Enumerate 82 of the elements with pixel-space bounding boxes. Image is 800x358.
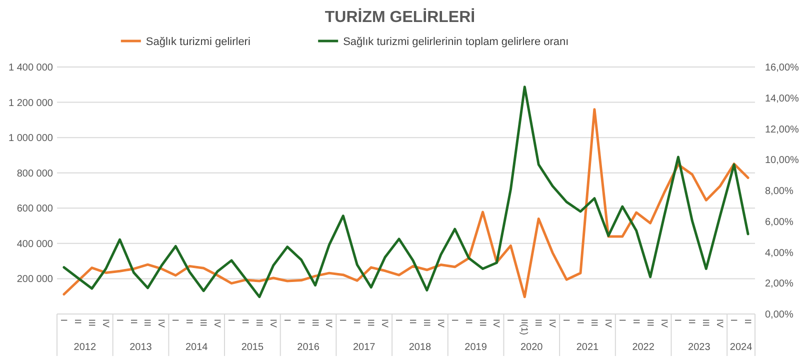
x-tick-label: I xyxy=(729,319,740,322)
text: 2012 xyxy=(74,342,96,353)
x-tick-label: IV xyxy=(548,319,558,328)
y2-tick-label: 0,00% xyxy=(765,310,794,320)
x-tick-label: II xyxy=(240,319,250,324)
y2-tick-label: 2,00% xyxy=(765,278,794,290)
y2-tick-label: 14,00% xyxy=(765,93,800,104)
y2-tick-label: 6,00% xyxy=(765,216,794,228)
x-tick-label: IV xyxy=(659,319,670,328)
x-tick-label: I xyxy=(450,319,460,322)
x-tick-label: III xyxy=(254,319,264,327)
x-tick-label: IV xyxy=(436,319,446,328)
x-tick-label: I xyxy=(673,319,684,322)
x-tick-label: II xyxy=(743,319,754,324)
y2-tick-label: 10,00% xyxy=(765,155,800,166)
x-tick-label: II xyxy=(352,319,362,324)
x-tick-label: I xyxy=(394,319,404,322)
y-tick-label: 400 000 xyxy=(16,238,54,250)
x-tick-label: III xyxy=(86,319,97,327)
x-tick-label: II xyxy=(296,319,306,324)
x-tick-label: IV xyxy=(156,319,167,328)
x-tick-label: II(1) xyxy=(520,319,530,336)
y2-tick-label: 12,00% xyxy=(765,124,800,136)
text: 2017 xyxy=(352,342,376,353)
x-tick-label: IV xyxy=(100,319,111,328)
y2-tick-label: 16,00% xyxy=(765,62,800,74)
x-tick-label: I xyxy=(562,319,572,322)
x-tick-label: III xyxy=(701,319,712,327)
x-tick-label: III xyxy=(645,319,656,327)
x-tick-label: III xyxy=(534,319,544,327)
x-tick-label: III xyxy=(589,319,600,327)
text: 2014 xyxy=(185,342,208,353)
y-tick-label: 600 000 xyxy=(16,204,54,215)
x-tick-label: III xyxy=(422,319,432,327)
x-tick-label: I xyxy=(617,319,628,322)
x-tick-label: II xyxy=(72,319,83,324)
y-tick-label: 200 000 xyxy=(16,274,54,286)
text: 2024 xyxy=(730,342,753,353)
text: 2020 xyxy=(520,342,544,353)
chart-title: TURİZM GELİRLERİ xyxy=(324,8,476,26)
x-tick-label: III xyxy=(366,319,376,327)
x-tick-label: II xyxy=(631,319,642,324)
x-tick-label: I xyxy=(338,319,348,322)
x-tick-label: II xyxy=(687,319,698,324)
text: 2018 xyxy=(408,342,432,353)
x-tick-label: I xyxy=(170,319,181,322)
x-tick-label: II xyxy=(464,319,474,324)
x-tick-label: IV xyxy=(268,319,278,328)
x-tick-label: IV xyxy=(324,319,334,328)
text: 2022 xyxy=(632,342,655,353)
text: 2023 xyxy=(688,342,711,353)
x-tick-label: I xyxy=(282,319,292,322)
y-tick-label: 1 000 000 xyxy=(8,133,54,144)
x-tick-label: I xyxy=(226,319,236,322)
y-tick-label: 1 400 000 xyxy=(8,62,54,74)
x-tick-label: I xyxy=(506,319,516,322)
legend-label: Sağlık turizmi gelirleri xyxy=(146,36,250,48)
x-tick-label: III xyxy=(310,319,320,327)
x-tick-label: II xyxy=(128,319,139,324)
text: 2016 xyxy=(297,342,320,353)
text: 2019 xyxy=(464,342,488,353)
y2-tick-label: 4,00% xyxy=(765,248,794,259)
x-tick-label: II xyxy=(184,319,195,324)
x-tick-label: III xyxy=(478,319,488,327)
x-tick-label: II xyxy=(408,319,418,324)
x-tick-label: I xyxy=(114,319,125,322)
text: 2013 xyxy=(130,342,152,353)
x-tick-label: III xyxy=(142,319,153,327)
x-tick-label: IV xyxy=(380,319,390,328)
y2-tick-label: 8,00% xyxy=(765,186,794,197)
x-tick-label: IV xyxy=(715,319,726,328)
x-tick-label: II xyxy=(576,319,586,324)
x-tick-label: III xyxy=(198,319,209,327)
x-tick-label: IV xyxy=(603,319,614,328)
x-tick-label: IV xyxy=(212,319,223,328)
y-tick-label: 1 200 000 xyxy=(8,98,54,109)
text: 2021 xyxy=(576,342,600,353)
x-tick-label: IV xyxy=(492,319,502,328)
text: 2015 xyxy=(241,342,264,353)
y-tick-label: 800 000 xyxy=(16,168,54,180)
legend-label: Sağlık turizmi gelirlerinin toplam gelirlere oranı xyxy=(343,36,569,48)
x-tick-label: I xyxy=(58,319,69,322)
